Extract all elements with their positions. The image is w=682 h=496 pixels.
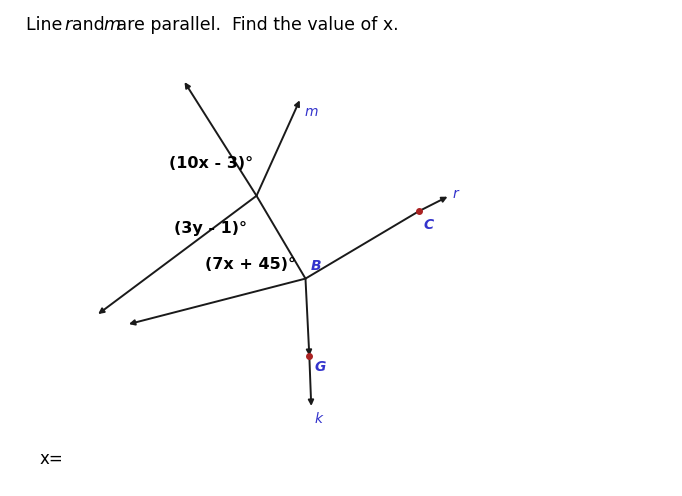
Text: and: and [72,16,110,34]
Text: are parallel.  Find the value of x.: are parallel. Find the value of x. [111,16,399,34]
Text: (7x + 45)°: (7x + 45)° [205,257,296,272]
Text: m: m [305,105,318,119]
Text: Line: Line [26,16,68,34]
Text: C: C [424,218,434,232]
Text: (3y - 1)°: (3y - 1)° [174,221,247,236]
Text: r: r [453,187,458,201]
Text: G: G [314,361,326,374]
Text: r: r [64,16,71,34]
Text: k: k [314,412,323,427]
Text: (10x - 3)°: (10x - 3)° [169,156,253,171]
Text: x=: x= [40,450,63,468]
Text: m: m [103,16,120,34]
Text: B: B [311,259,321,273]
